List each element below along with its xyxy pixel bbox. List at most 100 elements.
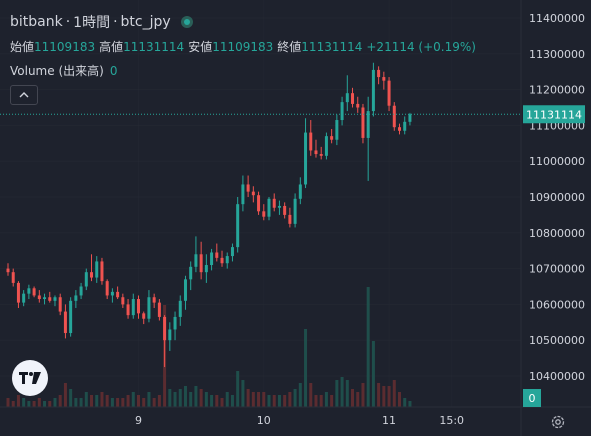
- candle: [183, 275, 187, 310]
- candle: [157, 299, 161, 321]
- volume-bar: [319, 395, 323, 407]
- candle: [90, 254, 94, 282]
- candle-body: [6, 268, 10, 273]
- candle-body: [319, 154, 323, 156]
- candle: [58, 293, 62, 316]
- volume-bar: [236, 371, 240, 407]
- candle: [267, 197, 271, 221]
- candle: [173, 311, 177, 341]
- volume-bar: [48, 401, 52, 407]
- candle-body: [199, 254, 203, 273]
- candle: [236, 197, 240, 253]
- candle-body: [11, 272, 15, 283]
- candle: [178, 295, 182, 326]
- candle-body: [100, 261, 104, 282]
- candle: [48, 291, 52, 303]
- symbol-legend[interactable]: bitbank · 1時間 · btc_jpy: [10, 12, 193, 32]
- volume-bar: [314, 395, 318, 407]
- candle: [220, 250, 224, 267]
- candle: [230, 243, 234, 262]
- time-axis[interactable]: 9 10 11 15:0: [0, 406, 591, 427]
- tradingview-logo-icon[interactable]: [12, 360, 48, 396]
- candle-body: [48, 297, 52, 301]
- volume-bar: [199, 389, 203, 407]
- candle: [392, 102, 396, 131]
- volume-bar: [90, 395, 94, 407]
- candle: [105, 279, 109, 300]
- candle-body: [251, 191, 255, 196]
- candle-body: [69, 300, 73, 334]
- candle: [147, 290, 151, 323]
- volume-bar: [79, 398, 83, 407]
- candle-body: [236, 204, 240, 248]
- candle-body: [361, 107, 365, 138]
- volume-bar: [37, 398, 41, 407]
- price-axis[interactable]: 1140000011300000112000001110000011000000…: [520, 0, 585, 436]
- price-tick-label: 11200000: [529, 84, 585, 97]
- market-status-icon[interactable]: [180, 16, 193, 28]
- volume-bar: [116, 398, 120, 407]
- volume-bar: [293, 389, 297, 407]
- candle: [351, 87, 355, 108]
- candle-body: [377, 69, 381, 78]
- candle-body: [63, 311, 67, 334]
- candle-body: [37, 295, 41, 300]
- volume-label: Volume (出来高): [10, 64, 104, 78]
- candle-body: [220, 257, 224, 264]
- candle-body: [293, 198, 297, 224]
- candle: [377, 66, 381, 85]
- volume-bar: [335, 380, 339, 407]
- volume-bar: [351, 389, 355, 407]
- last-price-badge: 11131114: [523, 105, 585, 124]
- time-tick-label: 11: [382, 414, 396, 427]
- candle: [403, 116, 407, 135]
- volume-bar: [356, 392, 360, 407]
- volume-bar: [267, 395, 271, 407]
- candle: [53, 295, 57, 307]
- candle-body: [230, 247, 234, 257]
- candle-body: [398, 127, 401, 131]
- candle-body: [157, 302, 161, 317]
- candle: [22, 290, 26, 307]
- tradingview-logo-mark: [19, 372, 41, 384]
- candle: [225, 252, 229, 269]
- candle: [319, 146, 323, 160]
- candle: [210, 248, 214, 271]
- volume-bar: [304, 329, 308, 407]
- open-label: 始値: [10, 40, 35, 54]
- candle: [324, 132, 328, 160]
- volume-bar: [257, 392, 261, 407]
- volume-bar: [309, 383, 313, 407]
- candle: [387, 77, 391, 112]
- time-tick-label: 10: [257, 414, 271, 427]
- candle-body: [168, 329, 172, 341]
- volume-bar: [220, 398, 224, 407]
- volume-bar: [298, 383, 302, 407]
- volume-bar: [251, 392, 255, 407]
- gear-icon[interactable]: [548, 412, 568, 432]
- candle: [340, 96, 344, 126]
- volume-bar: [27, 401, 31, 407]
- candle: [272, 193, 276, 212]
- volume-value: 0: [109, 63, 118, 78]
- collapse-legend-button[interactable]: [10, 85, 38, 105]
- price-tick-label: 10400000: [529, 370, 585, 383]
- volume-bar: [230, 395, 234, 407]
- candle-body: [246, 184, 250, 192]
- price-tick-label: 11400000: [529, 12, 585, 25]
- candle-body: [314, 150, 318, 155]
- candle-body: [335, 120, 339, 140]
- candle-body: [204, 265, 208, 273]
- volume-bar: [225, 392, 229, 407]
- candle-body: [53, 297, 57, 301]
- volume-legend[interactable]: Volume (出来高) 0: [10, 62, 117, 79]
- legend-separator: ·: [65, 14, 71, 30]
- candle: [131, 293, 135, 319]
- volume-bar: [137, 395, 140, 407]
- candle-body: [90, 272, 94, 278]
- candle-body: [105, 281, 109, 296]
- candle-body: [351, 93, 355, 104]
- volume-bar: [392, 380, 396, 407]
